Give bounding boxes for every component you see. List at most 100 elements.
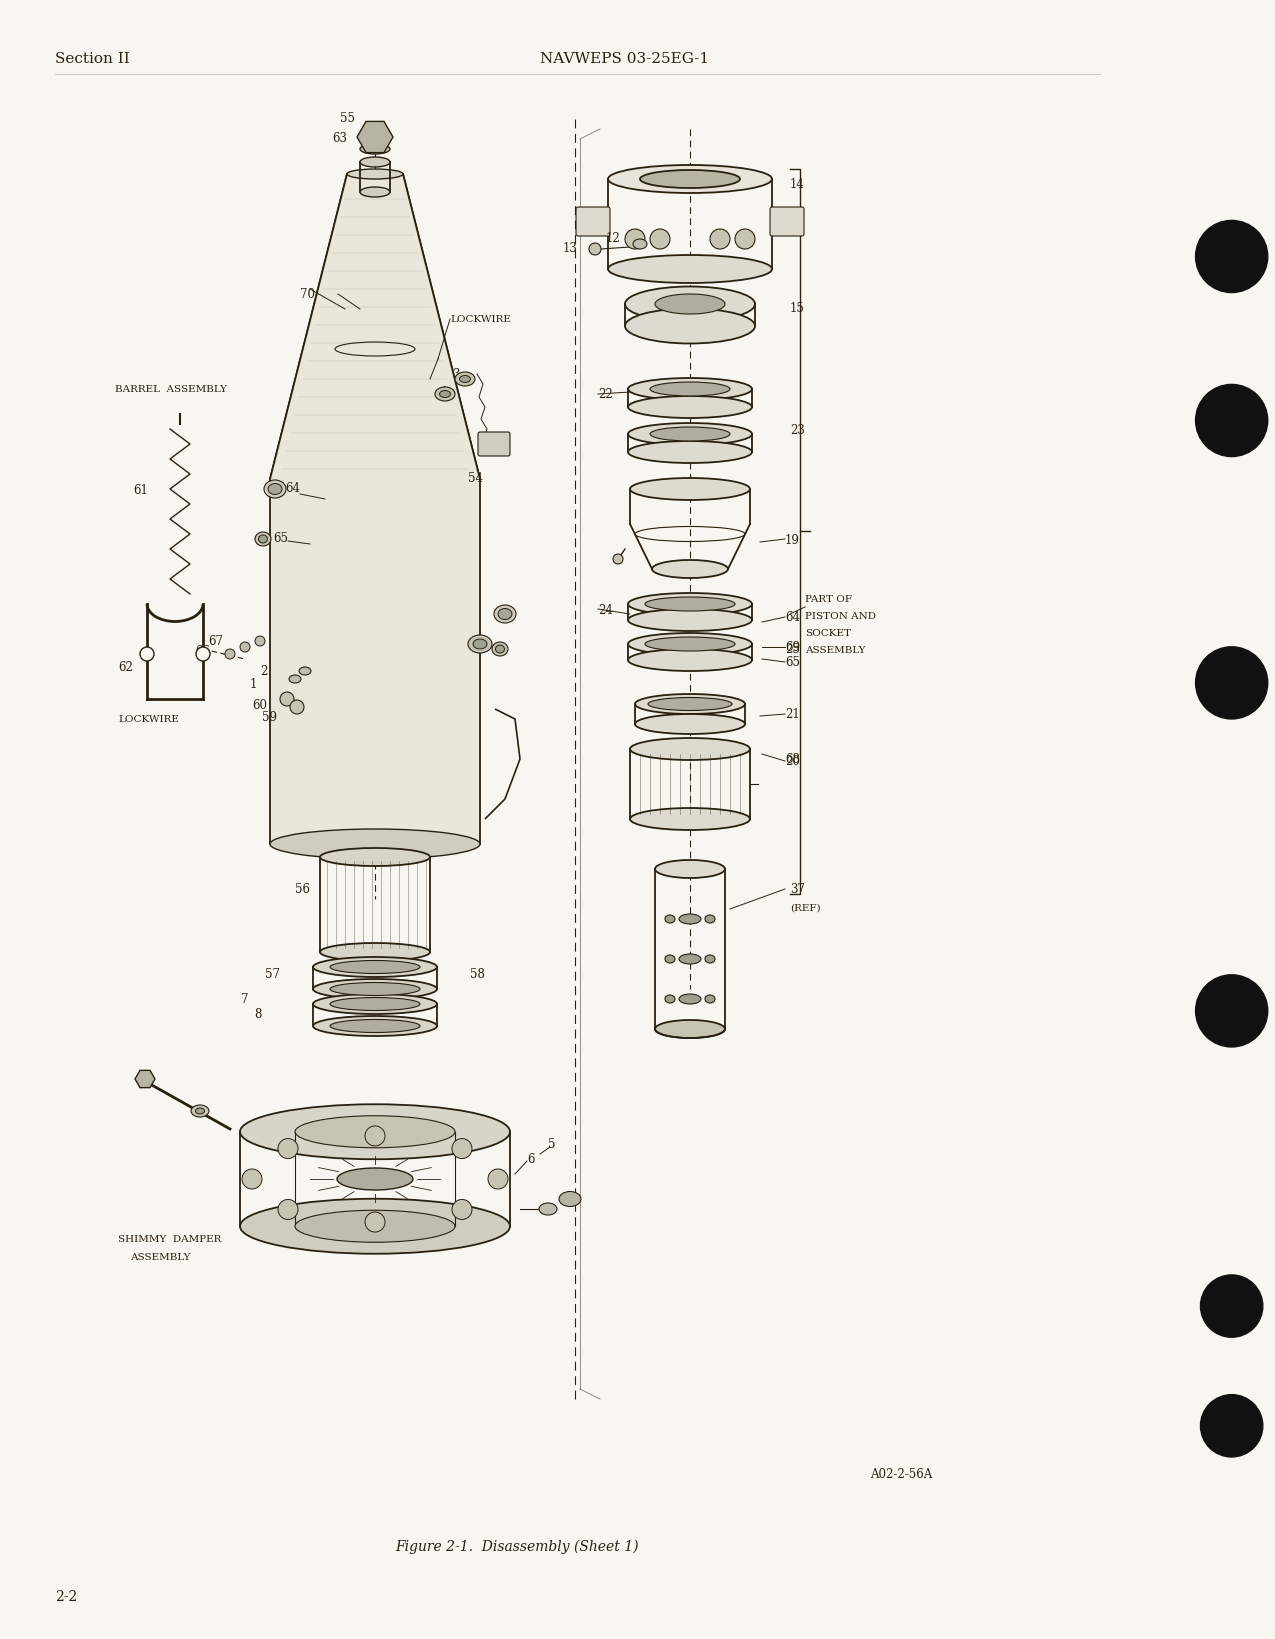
Circle shape: [589, 244, 601, 256]
Text: 24: 24: [598, 603, 613, 616]
Text: 4: 4: [440, 387, 448, 400]
Ellipse shape: [295, 1116, 455, 1147]
Ellipse shape: [629, 610, 752, 631]
Ellipse shape: [320, 849, 430, 867]
Ellipse shape: [705, 916, 715, 923]
Ellipse shape: [259, 536, 268, 544]
Ellipse shape: [264, 480, 286, 498]
Text: Section II: Section II: [55, 52, 130, 66]
Circle shape: [196, 647, 210, 662]
Text: 59: 59: [261, 711, 277, 724]
Circle shape: [365, 1213, 385, 1233]
Text: ASSEMBLY: ASSEMBLY: [130, 1252, 190, 1262]
Ellipse shape: [629, 649, 752, 672]
Ellipse shape: [337, 1169, 413, 1190]
Ellipse shape: [680, 915, 701, 924]
Ellipse shape: [360, 144, 390, 156]
Circle shape: [650, 229, 669, 249]
Ellipse shape: [629, 634, 752, 656]
Ellipse shape: [270, 829, 479, 859]
Circle shape: [451, 1139, 472, 1159]
Text: 66: 66: [195, 646, 210, 659]
Text: 58: 58: [470, 969, 484, 980]
Ellipse shape: [630, 739, 750, 760]
Ellipse shape: [330, 998, 419, 1011]
Text: PISTON AND: PISTON AND: [805, 611, 876, 621]
Text: 65: 65: [273, 531, 288, 544]
Circle shape: [1201, 1275, 1262, 1337]
Ellipse shape: [635, 695, 745, 715]
Text: LOCKWIRE: LOCKWIRE: [450, 315, 511, 325]
Ellipse shape: [705, 995, 715, 1003]
Text: 70: 70: [300, 288, 315, 302]
Ellipse shape: [680, 954, 701, 964]
Text: 63: 63: [332, 131, 347, 144]
Text: NAVWEPS 03-25EG-1: NAVWEPS 03-25EG-1: [541, 52, 709, 66]
Ellipse shape: [312, 957, 437, 977]
Ellipse shape: [435, 388, 455, 402]
Ellipse shape: [655, 1021, 725, 1039]
Ellipse shape: [629, 425, 752, 446]
Text: 61: 61: [133, 484, 148, 497]
Ellipse shape: [608, 256, 771, 284]
Text: 22: 22: [598, 388, 613, 402]
Text: 21: 21: [785, 708, 799, 721]
Circle shape: [255, 636, 265, 647]
Ellipse shape: [666, 995, 674, 1003]
Ellipse shape: [652, 561, 728, 579]
Ellipse shape: [650, 384, 731, 397]
Text: 14: 14: [790, 179, 805, 192]
Text: 6: 6: [527, 1152, 534, 1165]
Circle shape: [140, 647, 154, 662]
Ellipse shape: [539, 1203, 557, 1214]
FancyBboxPatch shape: [770, 208, 805, 238]
Ellipse shape: [440, 392, 450, 398]
Ellipse shape: [320, 944, 430, 962]
Ellipse shape: [240, 1105, 510, 1159]
Ellipse shape: [330, 1019, 419, 1033]
Text: (REF): (REF): [790, 903, 821, 911]
Ellipse shape: [499, 610, 513, 620]
Ellipse shape: [360, 188, 390, 198]
Ellipse shape: [312, 995, 437, 1015]
Ellipse shape: [473, 639, 487, 649]
Text: 8: 8: [255, 1008, 261, 1021]
Ellipse shape: [295, 1211, 455, 1242]
Ellipse shape: [268, 484, 282, 495]
Ellipse shape: [640, 170, 739, 188]
Text: LOCKWIRE: LOCKWIRE: [119, 715, 179, 724]
Ellipse shape: [191, 1105, 209, 1118]
Ellipse shape: [255, 533, 272, 547]
Text: 57: 57: [265, 969, 280, 980]
Text: 56: 56: [295, 883, 310, 897]
Circle shape: [625, 229, 645, 249]
Ellipse shape: [289, 675, 301, 683]
Ellipse shape: [330, 960, 419, 974]
Circle shape: [488, 1169, 507, 1190]
Ellipse shape: [608, 166, 771, 193]
Circle shape: [242, 1169, 261, 1190]
Ellipse shape: [493, 606, 516, 623]
Text: 65: 65: [785, 656, 799, 669]
Ellipse shape: [645, 638, 734, 652]
Circle shape: [1201, 1395, 1262, 1457]
Circle shape: [280, 693, 295, 706]
Circle shape: [1196, 385, 1267, 457]
Text: BARREL  ASSEMBLY: BARREL ASSEMBLY: [115, 385, 227, 395]
Text: 54: 54: [468, 472, 483, 484]
Circle shape: [734, 229, 755, 249]
Text: 3: 3: [453, 369, 459, 382]
Text: SHIMMY  DAMPER: SHIMMY DAMPER: [119, 1234, 222, 1244]
Circle shape: [278, 1200, 298, 1219]
Text: 13: 13: [564, 241, 578, 254]
Text: A02-2-56A: A02-2-56A: [870, 1467, 932, 1480]
Ellipse shape: [630, 479, 750, 500]
Ellipse shape: [558, 1192, 581, 1206]
Text: ASSEMBLY: ASSEMBLY: [805, 646, 866, 656]
Text: 2-2: 2-2: [55, 1590, 78, 1603]
Text: Figure 2-1.  Disassembly (Sheet 1): Figure 2-1. Disassembly (Sheet 1): [395, 1539, 639, 1554]
Text: 37: 37: [790, 883, 805, 897]
Ellipse shape: [666, 916, 674, 923]
Text: 15: 15: [790, 302, 805, 315]
Text: 20: 20: [785, 756, 799, 769]
